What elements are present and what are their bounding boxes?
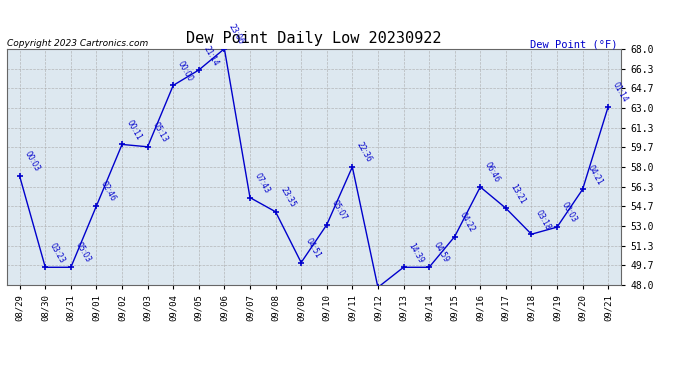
Text: 05:03: 05:03 — [74, 241, 92, 264]
Text: 04:22: 04:22 — [457, 210, 476, 234]
Text: 03:23: 03:23 — [48, 241, 67, 264]
Text: 23:06: 23:06 — [227, 22, 246, 46]
Text: Copyright 2023 Cartronics.com: Copyright 2023 Cartronics.com — [7, 39, 148, 48]
Text: 06:46: 06:46 — [483, 160, 502, 184]
Text: 05:13: 05:13 — [150, 121, 169, 144]
Text: 00:03: 00:03 — [560, 201, 579, 224]
Text: 00:00: 00:00 — [176, 59, 195, 82]
Text: 14:39: 14:39 — [406, 241, 425, 264]
Text: 02:46: 02:46 — [99, 180, 118, 203]
Text: 13:21: 13:21 — [509, 182, 527, 206]
Text: 01:14: 01:14 — [611, 81, 630, 104]
Text: 23:35: 23:35 — [278, 186, 297, 209]
Text: 05:07: 05:07 — [330, 198, 348, 222]
Text: 13:35: 13:35 — [0, 374, 1, 375]
Text: 04:21: 04:21 — [585, 163, 604, 186]
Text: 22:36: 22:36 — [355, 141, 374, 164]
Text: 21:14: 21:14 — [201, 44, 220, 67]
Text: 04:59: 04:59 — [432, 241, 451, 264]
Text: 00:11: 00:11 — [125, 118, 144, 142]
Text: 00:03: 00:03 — [23, 150, 41, 174]
Text: 07:43: 07:43 — [253, 171, 272, 195]
Text: 03:18: 03:18 — [534, 208, 553, 231]
Title: Dew Point Daily Low 20230922: Dew Point Daily Low 20230922 — [186, 31, 442, 46]
Text: Dew Point (°F): Dew Point (°F) — [530, 39, 618, 50]
Text: 04:51: 04:51 — [304, 236, 323, 260]
